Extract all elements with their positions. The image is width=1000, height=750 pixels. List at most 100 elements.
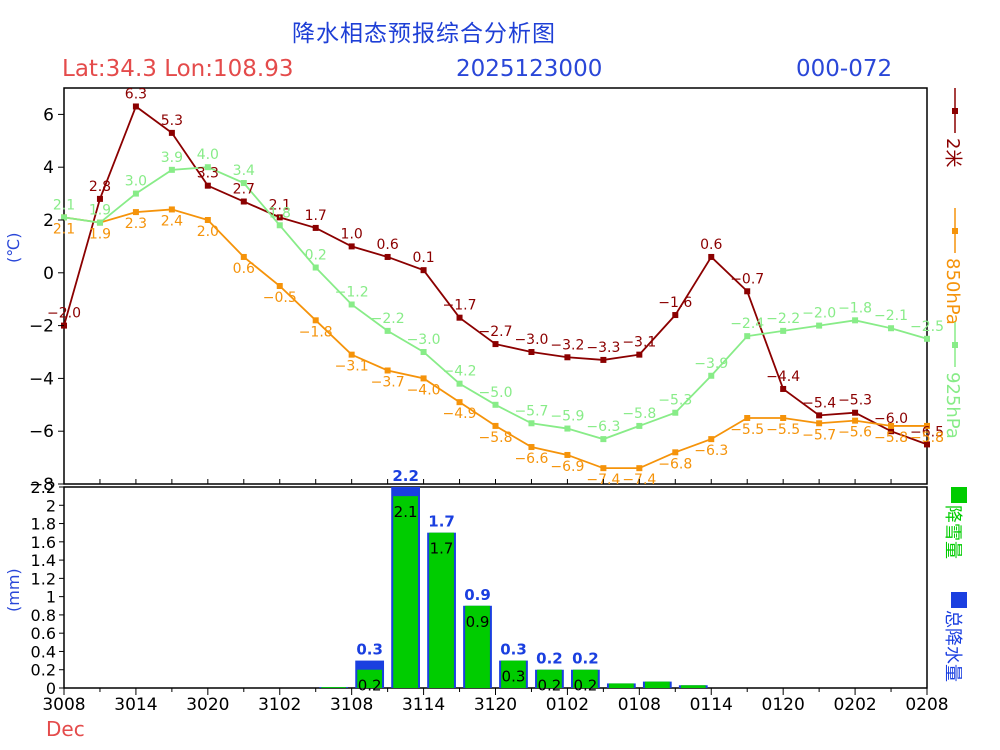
y-tick-label-temp: 6 — [43, 105, 54, 125]
series-marker — [240, 253, 247, 260]
series-value-label: −3.0 — [514, 332, 548, 348]
series-marker — [636, 465, 643, 472]
legend-marker — [952, 108, 958, 114]
legend-label: 2米 — [942, 138, 963, 167]
x-tick-label: 0114 — [690, 695, 733, 715]
series-value-label: −2.0 — [47, 306, 81, 322]
series-value-label: −3.1 — [335, 359, 369, 375]
series-marker — [348, 243, 355, 250]
series-marker — [924, 441, 930, 448]
series-marker — [852, 409, 859, 416]
snow-label: 1.7 — [430, 540, 454, 558]
series-marker — [240, 198, 247, 205]
legend-total-label: 总降水量 — [942, 610, 963, 682]
snow-bar — [357, 669, 383, 688]
snow-bar — [501, 660, 526, 688]
series-marker — [924, 422, 930, 429]
series-value-label: −3.1 — [622, 335, 656, 351]
y-tick-label-precip: 1.2 — [31, 569, 56, 588]
series-marker — [492, 341, 499, 348]
series-value-label: −1.8 — [299, 324, 333, 340]
x-tick-label: 0208 — [905, 695, 948, 715]
series-marker — [924, 335, 930, 342]
series-marker — [528, 420, 535, 427]
total-precip-label: 0.2 — [536, 650, 563, 668]
init-time-label: 2025123000 — [456, 56, 603, 82]
snow-label: 0.2 — [538, 677, 562, 695]
snow-bar — [393, 496, 418, 688]
snow-bar — [321, 687, 347, 688]
series-marker — [312, 317, 319, 324]
snow-bar — [573, 669, 598, 688]
legend-marker — [952, 342, 958, 348]
series-marker — [888, 325, 895, 332]
series-marker — [780, 415, 787, 421]
series-marker — [384, 253, 391, 260]
x-tick-label: 3114 — [402, 695, 445, 715]
series-marker — [420, 375, 427, 382]
series-value-label: 2.0 — [197, 224, 219, 240]
x-tick-label: 3120 — [474, 695, 517, 715]
series-marker — [600, 356, 607, 363]
series-value-label: −2.0 — [802, 306, 836, 322]
x-tick-label: 0108 — [618, 695, 661, 715]
series-marker — [888, 422, 895, 429]
series-value-label: −6.0 — [874, 411, 908, 427]
series-value-label: −2.7 — [479, 324, 513, 340]
series-value-label: 2.7 — [233, 182, 255, 198]
total-precip-label: 1.7 — [428, 513, 455, 531]
series-marker — [636, 422, 643, 429]
snow-label: 0.9 — [466, 613, 490, 631]
series-marker — [204, 217, 211, 223]
total-precip-label: 0.9 — [464, 586, 491, 604]
series-marker — [672, 409, 679, 416]
series-value-label: −5.6 — [838, 425, 872, 441]
series-value-label: −3.9 — [694, 356, 728, 372]
series-value-label: −5.7 — [802, 427, 836, 443]
series-marker — [600, 465, 607, 472]
legend-snow-swatch — [951, 487, 967, 503]
series-marker — [96, 219, 103, 226]
y-tick-label-precip: 0 — [46, 679, 56, 698]
x-tick-label: 3102 — [258, 695, 301, 715]
series-value-label: −0.7 — [730, 271, 764, 287]
series-marker — [708, 253, 715, 260]
series-value-label: −5.8 — [622, 406, 656, 422]
series-value-label: −3.3 — [586, 340, 620, 356]
y-tick-label-precip: 2.2 — [31, 478, 56, 497]
series-value-label: 0.2 — [305, 248, 327, 264]
series-value-label: 2.3 — [125, 216, 147, 232]
data-labels: 0.3 0.2 2.2 2.1 1.7 1.7 0.9 0.9 0.3 0.3 0.2 0.2 0.2 0… — [47, 86, 944, 694]
series-value-label: 2.4 — [161, 213, 183, 229]
series-value-label: −2.2 — [766, 311, 800, 327]
series-marker — [492, 422, 499, 429]
series-marker — [132, 190, 139, 197]
y-tick-label-precip: 0.4 — [31, 642, 56, 661]
series-marker — [456, 314, 463, 321]
series-value-label: 5.3 — [161, 113, 183, 129]
series-value-label: −6.5 — [910, 424, 944, 440]
series-value-label: −6.6 — [514, 451, 548, 467]
series-value-label: 0.6 — [233, 261, 255, 277]
series-value-label: −4.0 — [407, 382, 441, 398]
series-marker — [528, 444, 535, 451]
series-value-label: 2.1 — [269, 197, 291, 213]
series-marker — [708, 372, 715, 379]
series-marker — [312, 224, 319, 231]
series-value-label: −5.0 — [479, 385, 513, 401]
series-value-label: −1.2 — [335, 284, 369, 300]
series-value-label: 4.0 — [197, 147, 219, 163]
series-value-label: 1.7 — [305, 208, 327, 224]
series-marker — [420, 349, 427, 355]
series-marker — [816, 420, 823, 427]
y-tick-label-temp: −4 — [29, 369, 54, 389]
series-value-label: 3.3 — [197, 166, 219, 182]
series-marker — [348, 301, 355, 308]
series-marker — [672, 312, 679, 319]
location-label: Lat:34.3 Lon:108.93 — [62, 56, 294, 82]
series-value-label: −2.1 — [874, 308, 908, 324]
legend-label: 850hPa — [942, 258, 963, 325]
series-value-label: −5.3 — [838, 393, 872, 409]
